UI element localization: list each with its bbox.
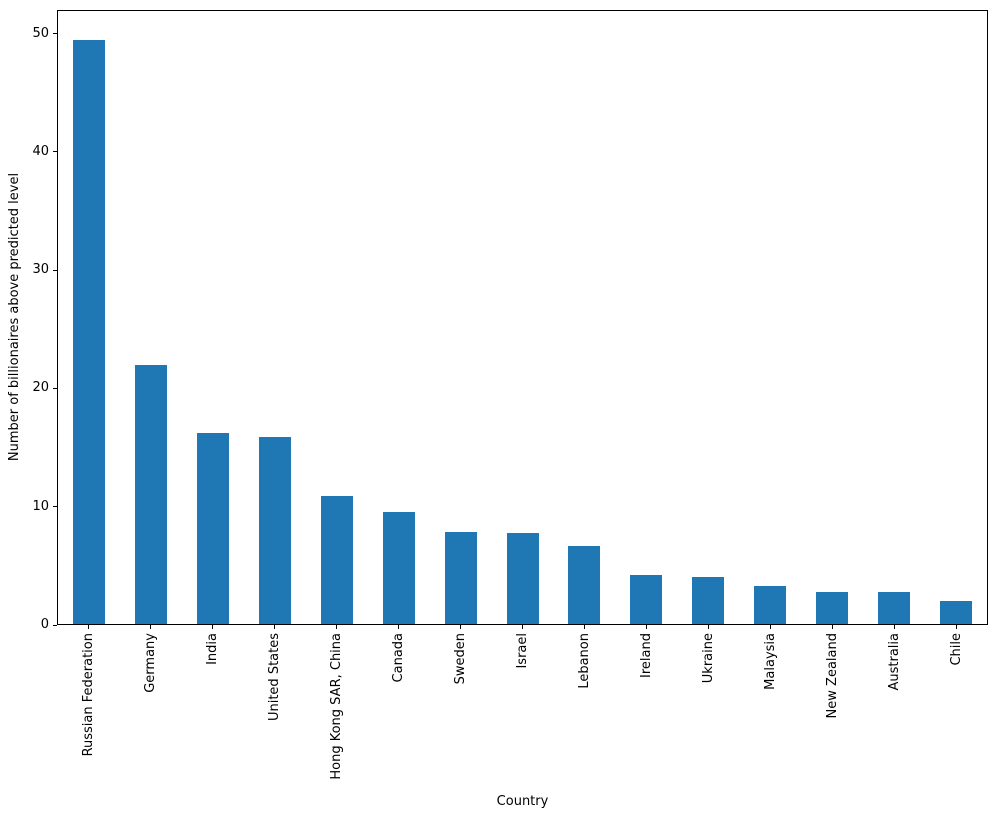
x-tick-mark	[831, 625, 833, 629]
bar	[382, 512, 415, 624]
x-tick-label: Malaysia	[762, 633, 778, 690]
x-tick-label: New Zealand	[824, 633, 840, 719]
x-tick-mark	[645, 625, 647, 629]
bar	[258, 436, 291, 624]
bar	[692, 576, 725, 624]
x-tick-label: Germany	[143, 633, 159, 693]
y-tick-mark	[53, 151, 57, 153]
bar	[940, 600, 973, 624]
bar	[568, 546, 601, 624]
x-tick-mark	[150, 625, 152, 629]
y-tick-mark	[53, 33, 57, 35]
y-tick-mark	[53, 506, 57, 508]
bar	[816, 591, 849, 624]
y-tick-label: 40	[32, 143, 49, 159]
y-axis-title: Number of billionaires above predicted l…	[7, 172, 22, 462]
x-tick-mark	[274, 625, 276, 629]
plot-area	[57, 10, 988, 625]
y-tick-label: 20	[32, 380, 49, 396]
x-tick-label: Lebanon	[576, 633, 592, 689]
y-tick-label: 50	[32, 25, 49, 41]
x-tick-label: Chile	[948, 633, 964, 666]
bar	[444, 532, 477, 624]
x-tick-label: India	[205, 633, 221, 665]
x-tick-label: Israel	[515, 633, 530, 669]
x-tick-label: Sweden	[453, 633, 469, 685]
x-tick-mark	[88, 625, 90, 629]
x-tick-label: Canada	[391, 633, 407, 683]
bar	[506, 533, 539, 624]
x-tick-mark	[212, 625, 214, 629]
x-tick-mark	[955, 625, 957, 629]
bar	[196, 433, 229, 624]
x-tick-mark	[398, 625, 400, 629]
bar	[134, 364, 167, 624]
x-axis-title: Country	[496, 794, 549, 809]
y-tick-mark	[53, 269, 57, 271]
bar	[72, 40, 105, 624]
x-tick-mark	[769, 625, 771, 629]
x-tick-label: United States	[267, 633, 283, 722]
x-tick-label: Australia	[886, 633, 902, 691]
y-tick-mark	[53, 387, 57, 389]
y-tick-label: 0	[40, 617, 49, 632]
x-tick-mark	[336, 625, 338, 629]
x-tick-label: Russian Federation	[81, 633, 97, 757]
x-tick-label: Ukraine	[700, 633, 716, 684]
bar	[630, 574, 663, 624]
x-tick-mark	[460, 625, 462, 629]
y-tick-label: 10	[32, 498, 49, 514]
y-tick-label: 30	[32, 262, 49, 278]
x-tick-mark	[893, 625, 895, 629]
x-tick-mark	[707, 625, 709, 629]
bar	[878, 591, 911, 624]
x-tick-mark	[583, 625, 585, 629]
x-tick-label: Ireland	[638, 633, 654, 678]
x-tick-mark	[522, 625, 523, 629]
bar	[320, 495, 353, 624]
x-tick-label: Hong Kong SAR, China	[329, 633, 345, 780]
bar	[754, 586, 787, 624]
y-tick-mark	[53, 624, 57, 626]
